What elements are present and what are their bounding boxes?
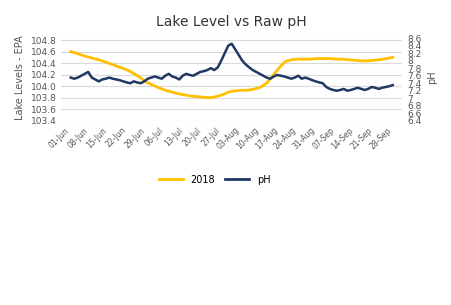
Legend: 2018, pH: 2018, pH xyxy=(154,171,274,188)
Y-axis label: pH: pH xyxy=(426,71,436,84)
Y-axis label: Lake Levels - EPA: Lake Levels - EPA xyxy=(15,35,25,120)
Title: Lake Level vs Raw pH: Lake Level vs Raw pH xyxy=(156,15,306,29)
